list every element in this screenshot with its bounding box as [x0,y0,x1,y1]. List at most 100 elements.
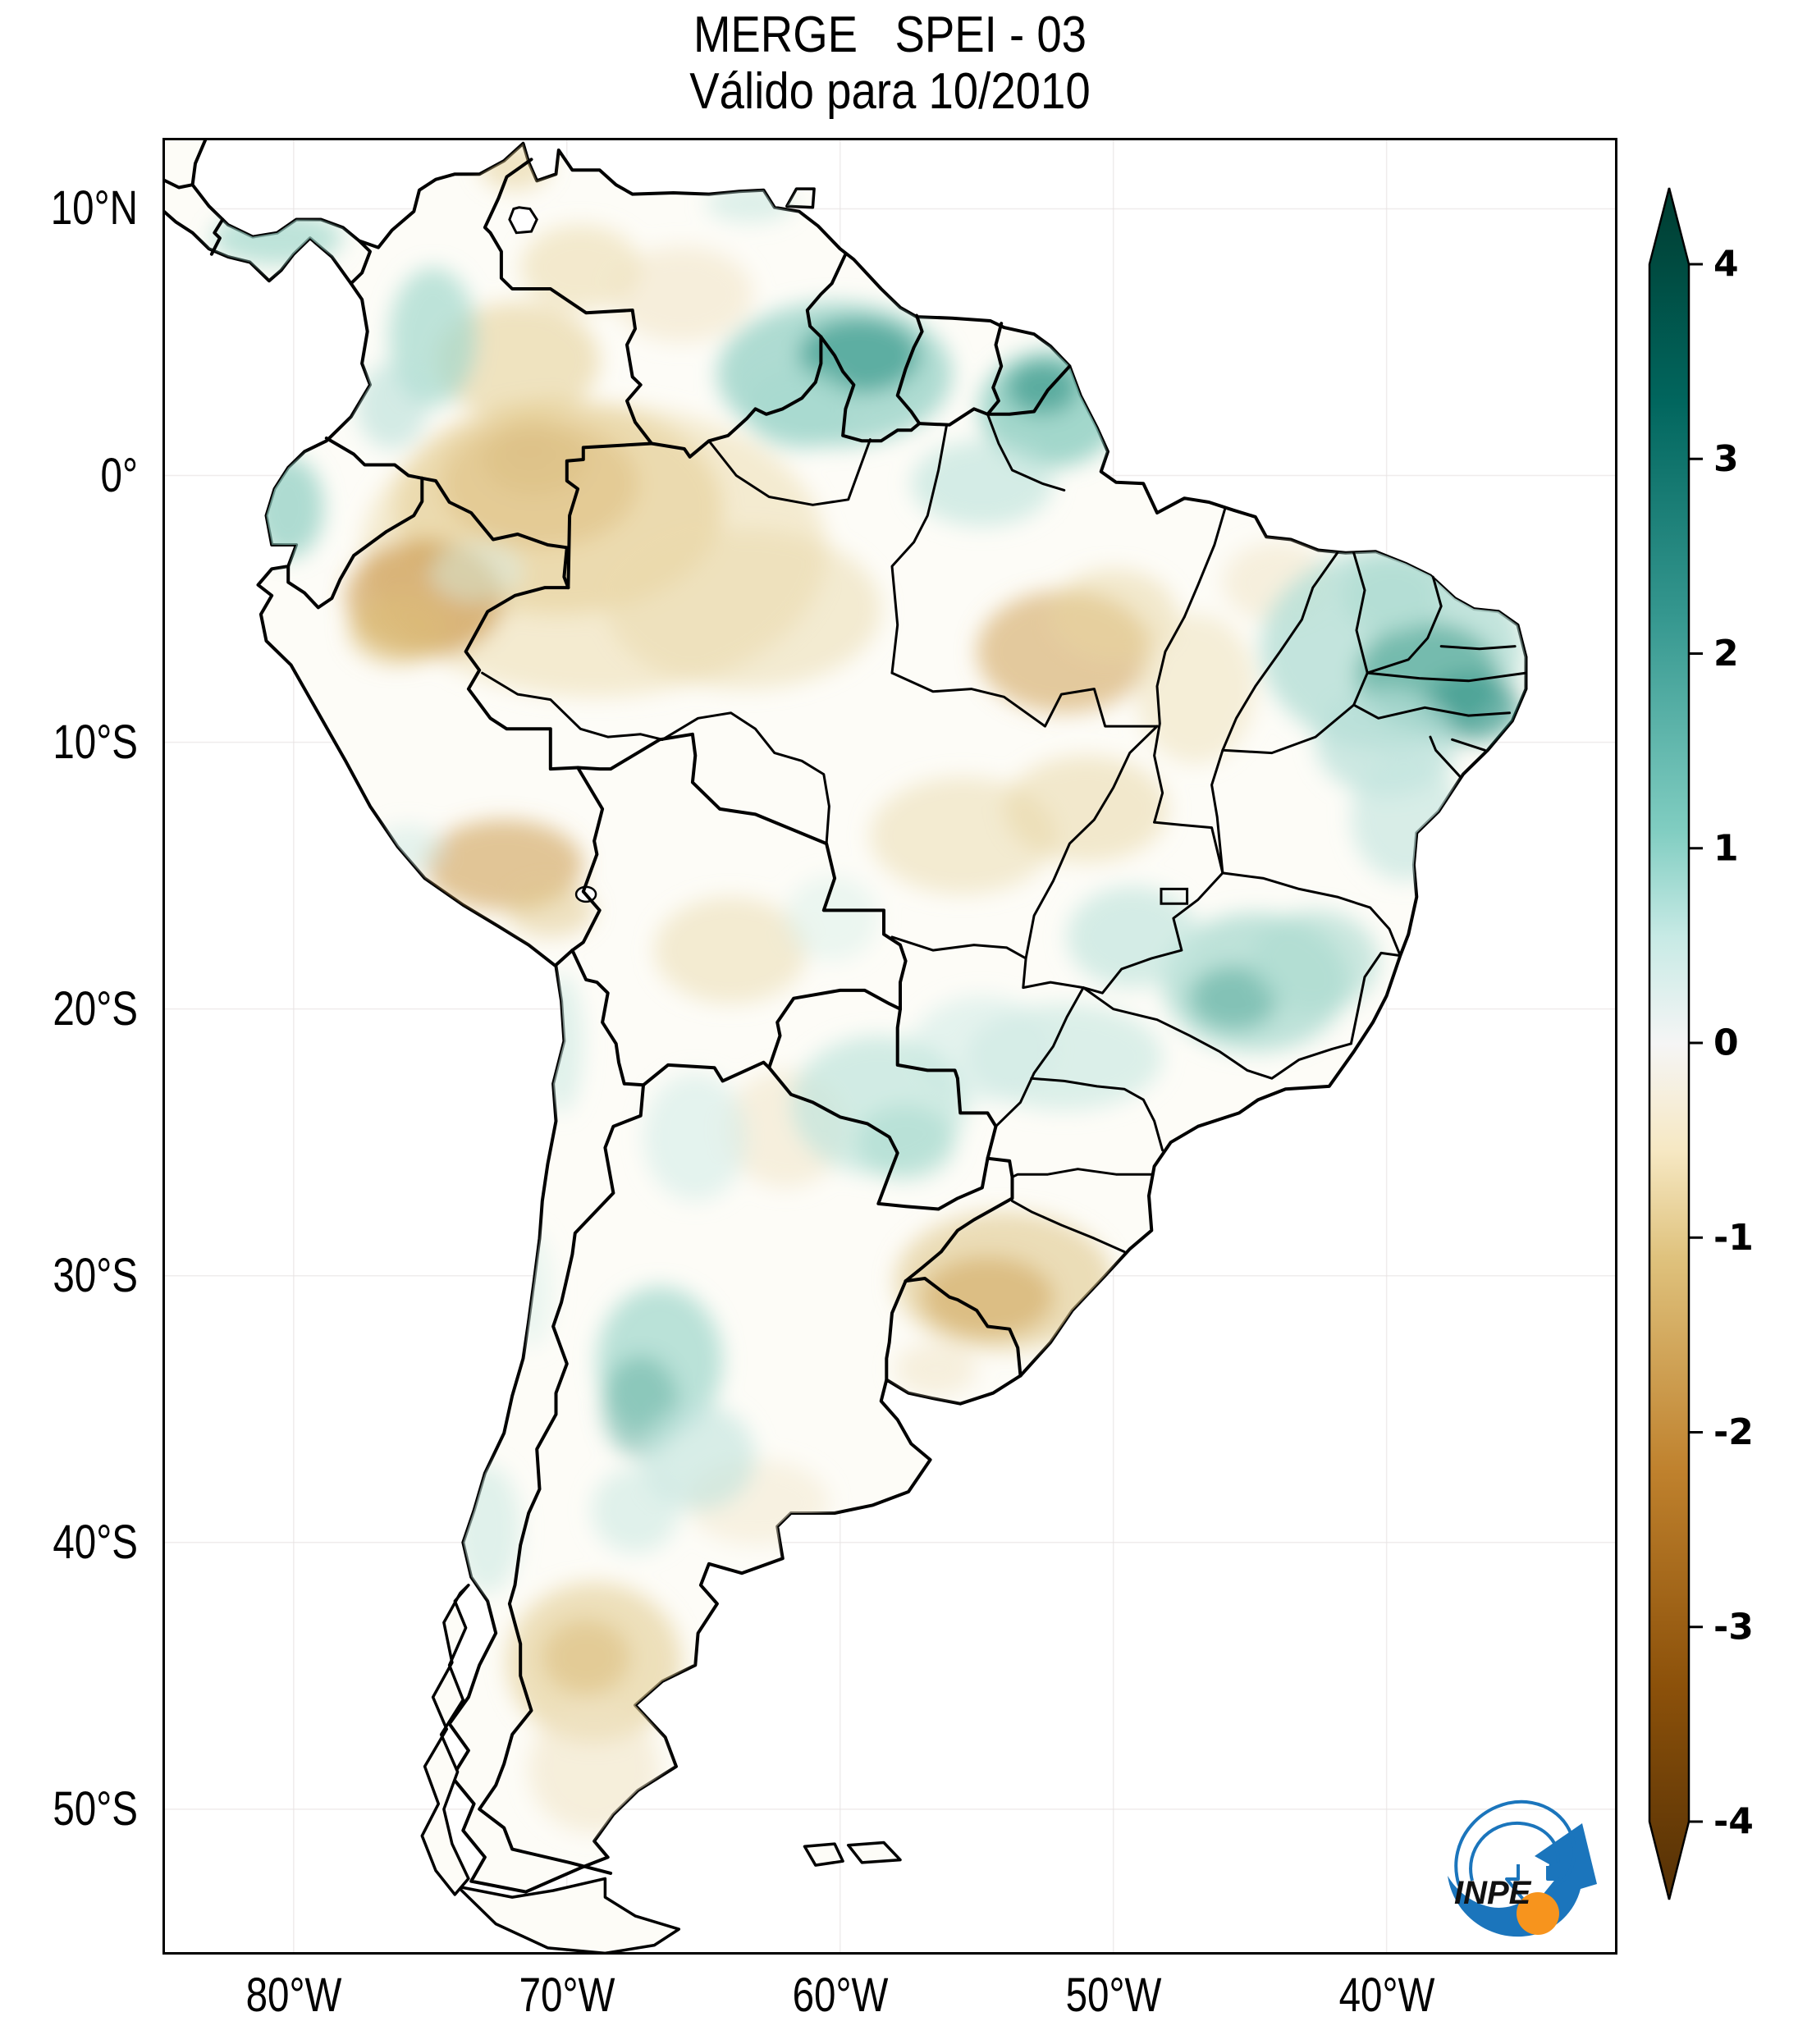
state-border-df [1160,887,1189,905]
country-border [642,1060,771,1087]
y-tick-label: 10°N [50,181,138,235]
state-border [707,438,872,506]
state-border [481,671,664,741]
anomaly-pantanal-bolivia-wet [785,876,879,962]
country-border [420,476,570,590]
anomaly-minas-e-wet [1252,910,1379,1012]
colorbar-tick-label: -2 [1713,1411,1754,1453]
colorbar-tick-label: -1 [1713,1217,1754,1259]
country-border [554,949,574,967]
anomaly-colombia-sw-wet [356,364,428,450]
state-border [1221,703,1356,755]
map-frame [162,138,1617,1955]
anomaly-paraguay-s-wet [856,1104,955,1180]
state-border [1451,738,1486,752]
anomaly-para-n-wet [911,441,1054,527]
y-tick-label: 10°S [53,715,138,769]
coastline [803,1842,844,1867]
country-border [917,407,990,427]
anomaly-neuquen-wet [591,1467,679,1553]
coastline [785,187,816,209]
country-border [570,766,605,953]
country-border [986,364,1072,416]
state-border [890,423,949,674]
inpe-logo-text: INPE [1454,1875,1532,1911]
map-canvas: INPE [162,138,1617,1955]
anomaly-loreto-dry2 [348,595,447,665]
y-tick-label: 50°S [53,1781,138,1836]
inpe-logo-orange-ball [1517,1892,1559,1935]
country-border [576,732,908,1011]
x-tick-label: 60°W [792,1969,889,2022]
state-border [1153,615,1186,824]
anomaly-amapa-wet-core [1006,360,1078,414]
political-borders [162,158,1527,1875]
coastline [420,1584,470,1896]
anomaly-nw-argentina-wet [643,1072,748,1201]
colorbar-tick-label: -3 [1713,1606,1754,1648]
state-border [1366,575,1443,674]
anomaly-colombia-llanos-dry [435,302,600,420]
colorbar-tick-label: 4 [1713,244,1739,286]
y-tick-label: 30°S [53,1248,138,1302]
coastline [455,1877,681,1955]
state-border [890,935,1085,1128]
state-border [1221,551,1339,752]
state-border [1366,671,1527,683]
anomaly-roraima-wet [744,368,854,450]
inpe-logo-orbit-inner [1469,1821,1560,1882]
state-border [986,413,1066,492]
colorbar-tick-label: 3 [1713,438,1739,480]
state-border [1183,506,1227,619]
country-border [209,217,225,256]
country-border [885,1279,908,1382]
state-border [890,671,1159,728]
country-border [805,252,848,339]
colorbar-tick-label: 2 [1713,633,1739,674]
state-border [1210,748,1224,875]
anomaly-minas-gerais-wet-core [1189,966,1278,1031]
country-border [650,335,823,459]
state-border [1352,551,1369,674]
country-border [767,988,902,1070]
state-border [1082,986,1352,1080]
title-line-2: Válido para 10/2010 [689,63,1091,121]
anomaly-para-se-dry2 [1050,569,1177,660]
inpe-logo-orbit-outer [1454,1799,1576,1890]
inpe-logo: INPE [1448,1799,1597,1937]
state-border [1429,735,1462,779]
plot-title: MERGE SPEI - 03 Válido para 10/2010 [162,7,1617,121]
country-border [478,1083,645,1875]
anomaly-goias-wet [1067,886,1198,988]
anomaly-pampa-w-wet [640,1403,756,1511]
coastline [846,1841,902,1864]
country-border [895,1007,998,1160]
colorbar-tick-label: 1 [1713,827,1739,869]
colorbar-ticks: 4 3 2 1 0 -1 -2 -3 -4 [1689,244,1754,1843]
country-border [286,476,424,610]
country-border [819,335,922,443]
state-border [1082,871,1224,995]
anomaly-leticia-wet [430,542,524,601]
state-border [1153,821,1224,875]
state-border [1011,1200,1126,1253]
country-border [904,1156,1014,1283]
anomaly-uruguay-s-dry [894,1342,977,1396]
country-border [570,949,645,1087]
state-border [1024,725,1159,960]
anomaly-patagonia-dry [506,1582,682,1743]
state-border [661,711,830,845]
country-border [904,1277,1023,1378]
anomaly-brasil-c-dry [1004,755,1169,862]
state-border [1030,1077,1164,1152]
y-tick-label: 20°S [53,981,138,1036]
country-border [483,158,653,446]
anomaly-tocantins-dry [1135,614,1256,764]
country-border [895,313,924,426]
anomaly-rio-grande-do-sul-dry [894,1211,1114,1351]
x-tick-label: 40°W [1338,1969,1435,2022]
country-border [162,177,194,190]
state-border [1011,1168,1153,1178]
country-border [767,1066,990,1211]
